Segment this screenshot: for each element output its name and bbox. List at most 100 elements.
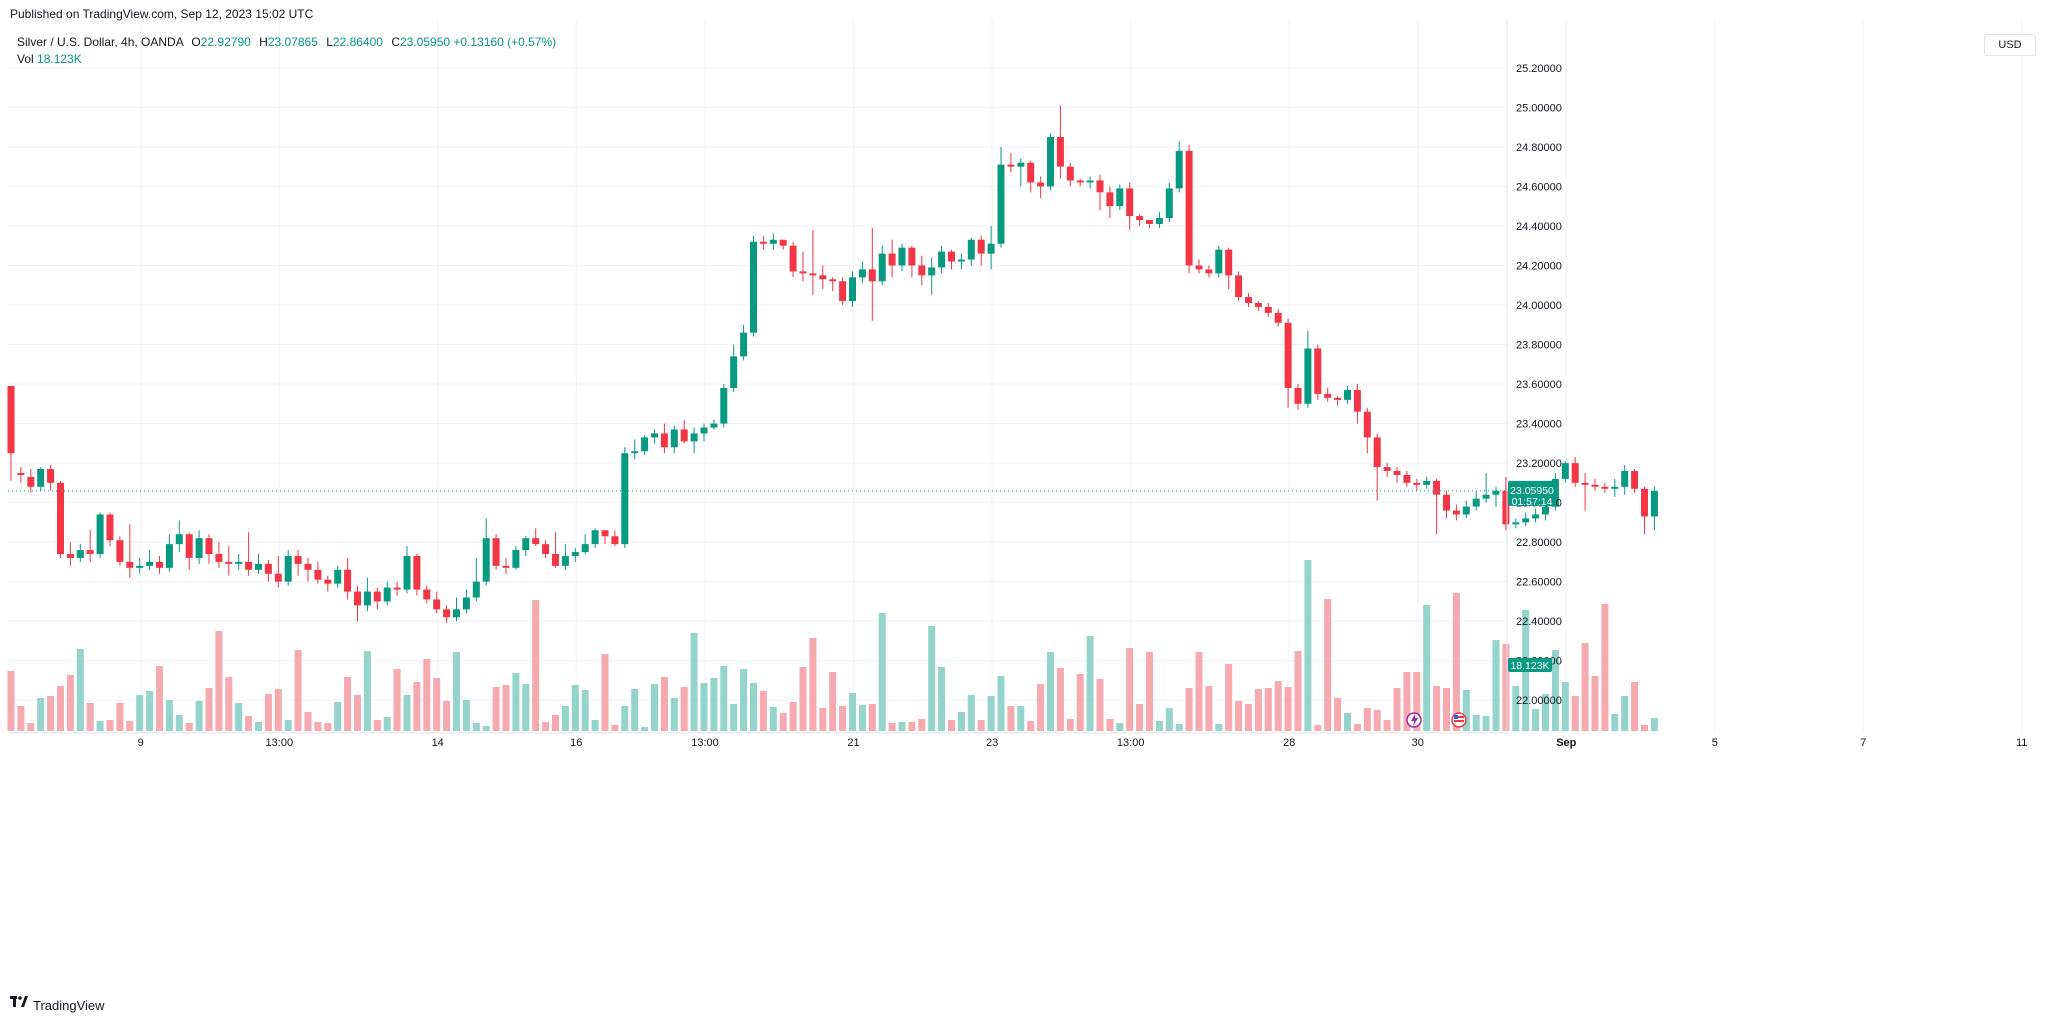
volume-tag-label: 18.123K — [1510, 660, 1549, 672]
candle — [1373, 437, 1381, 468]
x-tick-label: 13:00 — [1117, 737, 1145, 749]
volume-bar — [779, 713, 787, 731]
volume-label[interactable]: Vol — [17, 52, 34, 66]
candle — [1076, 180, 1084, 183]
x-tick-label: 23 — [986, 737, 998, 749]
volume-bar — [1591, 676, 1599, 731]
volume-bar — [1324, 599, 1332, 731]
candle — [1136, 216, 1144, 221]
volume-bar — [700, 683, 708, 731]
volume-bar — [1423, 605, 1431, 731]
lightning-event-icon[interactable] — [1406, 712, 1422, 728]
volume-bar — [37, 698, 45, 731]
candle — [1581, 482, 1589, 485]
symbol-title[interactable]: Silver / U.S. Dollar, 4h, OANDA — [17, 35, 184, 49]
volume-bar — [1195, 652, 1203, 731]
us-flag-event-icon[interactable] — [1451, 712, 1467, 728]
candle — [987, 243, 995, 254]
volume-bar — [453, 652, 460, 731]
candle — [96, 514, 104, 554]
candle — [1175, 150, 1183, 189]
volume-bar — [987, 696, 995, 731]
volume-bar — [324, 723, 332, 731]
candle — [858, 269, 866, 278]
candle — [621, 453, 629, 545]
volume-bar — [433, 678, 441, 731]
volume-bar — [858, 705, 866, 731]
candle — [27, 476, 35, 487]
volume-bar — [225, 677, 233, 731]
volume-bar — [789, 702, 797, 731]
candle — [1650, 490, 1658, 517]
volume-bar — [1047, 652, 1054, 731]
candle — [383, 587, 391, 602]
candle — [433, 599, 441, 610]
volume-bar — [888, 723, 896, 731]
candle — [1344, 389, 1351, 400]
candle — [1512, 522, 1520, 525]
volume-bar — [997, 676, 1005, 731]
candle — [542, 544, 550, 554]
candle — [918, 265, 926, 276]
volume-bar — [908, 722, 916, 731]
candle — [1264, 306, 1272, 313]
candle — [730, 356, 738, 388]
volume-bar — [967, 695, 975, 731]
candle — [1591, 484, 1599, 487]
footer-brand[interactable]: TradingView — [33, 998, 105, 1013]
volume-bar — [1462, 690, 1470, 731]
candle — [66, 553, 74, 558]
volume-bar — [710, 678, 718, 731]
volume-bar — [1284, 687, 1292, 731]
currency-button[interactable]: USD — [1984, 34, 2036, 56]
tradingview-logo-icon[interactable] — [10, 996, 28, 1008]
volume-bar — [165, 700, 173, 731]
last-price-tag — [1508, 480, 1556, 506]
candle — [1215, 249, 1223, 274]
candle — [700, 427, 708, 434]
candle — [1254, 303, 1262, 307]
candle — [255, 563, 262, 570]
candle — [799, 271, 807, 274]
candle — [1086, 180, 1094, 183]
candle — [116, 540, 124, 562]
candle — [1146, 220, 1153, 224]
candle — [888, 253, 896, 266]
candle — [1126, 188, 1134, 217]
candle — [86, 550, 94, 554]
volume-bar — [1532, 709, 1540, 731]
volume-bar — [1641, 725, 1648, 731]
candle — [1324, 393, 1332, 398]
candle — [1294, 387, 1302, 404]
x-tick-label: 21 — [847, 737, 859, 749]
volume-bars — [7, 560, 1658, 731]
candle — [294, 555, 302, 564]
volume-bar — [1146, 652, 1153, 731]
volume-bar — [96, 721, 104, 731]
high-key: H — [259, 35, 268, 49]
volume-bar — [512, 673, 520, 731]
candle — [631, 451, 639, 454]
volume-bar — [1225, 664, 1233, 731]
volume-bar — [1542, 694, 1549, 731]
volume-bar — [314, 722, 322, 731]
candle — [1155, 218, 1163, 224]
candle — [839, 281, 847, 302]
candle — [1423, 480, 1431, 485]
candle — [136, 565, 144, 568]
y-tick-label: 23.60000 — [1516, 379, 1562, 391]
y-tick-label: 23.80000 — [1516, 340, 1562, 352]
candle — [651, 433, 658, 438]
volume-bar — [809, 638, 817, 731]
volume-bar — [1027, 721, 1035, 731]
candle — [413, 555, 421, 590]
candle — [274, 573, 282, 582]
volume-bar — [868, 704, 876, 731]
volume-bar — [334, 702, 342, 731]
volume-bar — [17, 706, 25, 731]
volume-bar — [284, 720, 292, 731]
x-tick-label: 11 — [2016, 737, 2027, 749]
candle — [868, 269, 876, 282]
volume-bar — [344, 677, 352, 731]
